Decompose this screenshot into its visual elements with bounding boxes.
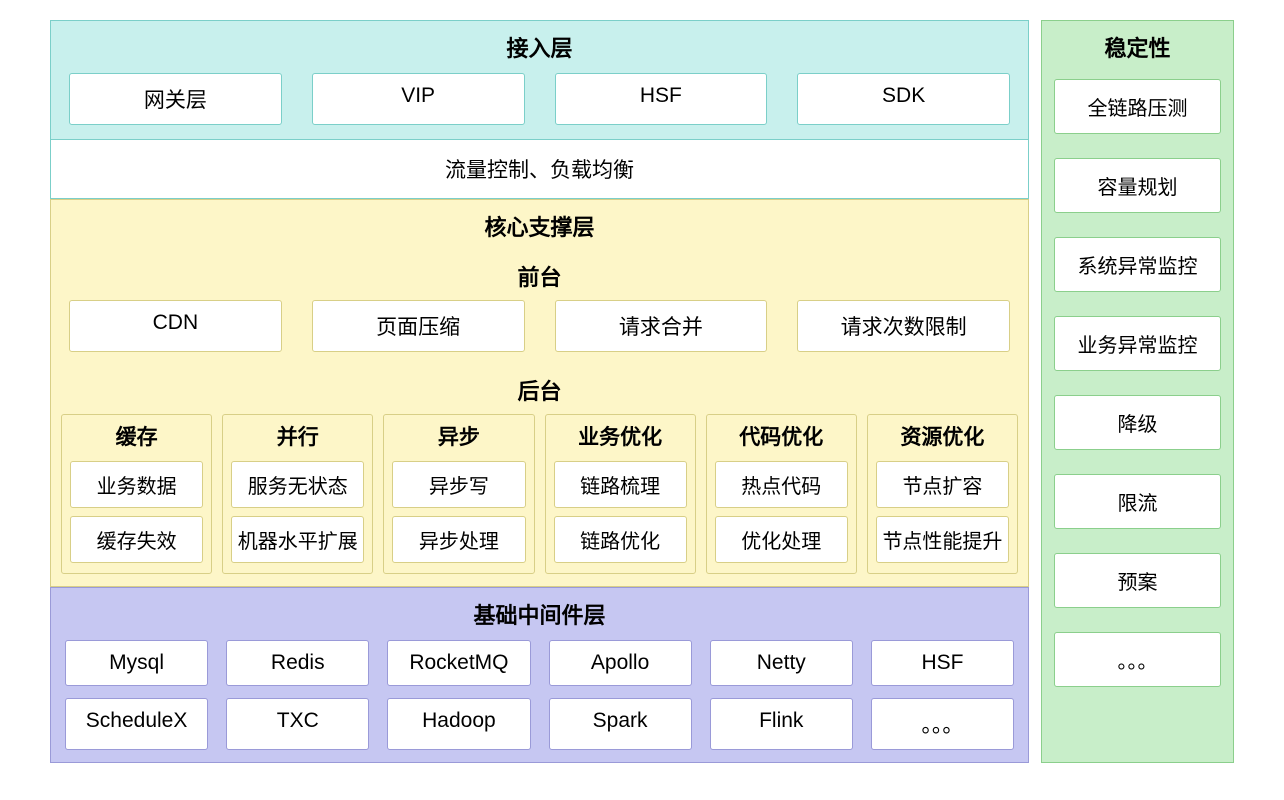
access-layer-title: 接入层 [51,21,1028,73]
core-layer: 核心支撑层 前台 CDN 页面压缩 请求合并 请求次数限制 后台 缓存 业务数据… [50,199,1029,587]
frontend-item: 请求合并 [555,300,768,352]
access-item: 网关层 [69,73,282,125]
middleware-item: 。。。 [871,698,1014,750]
stability-item: 容量规划 [1054,158,1221,213]
group-item: 优化处理 [715,516,848,563]
middleware-item: Hadoop [387,698,530,750]
stability-item: 限流 [1054,474,1221,529]
access-item: HSF [555,73,768,125]
group-item: 业务数据 [70,461,203,508]
group-item: 服务无状态 [231,461,364,508]
backend-group-biz-opt: 业务优化 链路梳理 链路优化 [545,414,696,574]
backend-title: 后台 [51,366,1028,414]
middleware-item: RocketMQ [387,640,530,686]
group-item: 链路梳理 [554,461,687,508]
stability-item: 预案 [1054,553,1221,608]
group-item: 机器水平扩展 [231,516,364,563]
group-item: 节点扩容 [876,461,1009,508]
stability-title: 稳定性 [1042,21,1233,79]
frontend-item: 请求次数限制 [797,300,1010,352]
middleware-item: Mysql [65,640,208,686]
backend-groups-row: 缓存 业务数据 缓存失效 并行 服务无状态 机器水平扩展 异步 异步写 异步处理… [51,414,1028,586]
access-items-row: 网关层 VIP HSF SDK [51,73,1028,139]
backend-group-code-opt: 代码优化 热点代码 优化处理 [706,414,857,574]
group-title: 业务优化 [554,419,687,453]
access-layer: 接入层 网关层 VIP HSF SDK 流量控制、负载均衡 [50,20,1029,199]
access-banner: 流量控制、负载均衡 [51,139,1028,198]
middleware-item: Redis [226,640,369,686]
group-title: 异步 [392,419,525,453]
stability-item: 。。。 [1054,632,1221,687]
core-layer-title: 核心支撑层 [51,200,1028,252]
middleware-item: Netty [710,640,853,686]
group-title: 资源优化 [876,419,1009,453]
stability-item: 全链路压测 [1054,79,1221,134]
middleware-item: HSF [871,640,1014,686]
stability-item: 系统异常监控 [1054,237,1221,292]
stability-items: 全链路压测 容量规划 系统异常监控 业务异常监控 降级 限流 预案 。。。 [1042,79,1233,701]
middleware-row-1: Mysql Redis RocketMQ Apollo Netty HSF [51,640,1028,698]
backend-group-cache: 缓存 业务数据 缓存失效 [61,414,212,574]
group-title: 并行 [231,419,364,453]
frontend-item: CDN [69,300,282,352]
group-item: 缓存失效 [70,516,203,563]
group-item: 链路优化 [554,516,687,563]
group-item: 节点性能提升 [876,516,1009,563]
backend-group-parallel: 并行 服务无状态 机器水平扩展 [222,414,373,574]
group-item: 异步写 [392,461,525,508]
group-title: 缓存 [70,419,203,453]
middleware-layer: 基础中间件层 Mysql Redis RocketMQ Apollo Netty… [50,587,1029,763]
middleware-item: Apollo [549,640,692,686]
right-column: 稳定性 全链路压测 容量规划 系统异常监控 业务异常监控 降级 限流 预案 。。… [1041,20,1234,763]
stability-item: 业务异常监控 [1054,316,1221,371]
frontend-items-row: CDN 页面压缩 请求合并 请求次数限制 [51,300,1028,366]
access-item: VIP [312,73,525,125]
backend-group-async: 异步 异步写 异步处理 [383,414,534,574]
group-title: 代码优化 [715,419,848,453]
group-item: 异步处理 [392,516,525,563]
backend-group-res-opt: 资源优化 节点扩容 节点性能提升 [867,414,1018,574]
frontend-title: 前台 [51,252,1028,300]
frontend-item: 页面压缩 [312,300,525,352]
middleware-item: TXC [226,698,369,750]
architecture-diagram: 接入层 网关层 VIP HSF SDK 流量控制、负载均衡 核心支撑层 前台 C… [50,20,1234,763]
left-column: 接入层 网关层 VIP HSF SDK 流量控制、负载均衡 核心支撑层 前台 C… [50,20,1029,763]
middleware-item: Flink [710,698,853,750]
stability-item: 降级 [1054,395,1221,450]
group-item: 热点代码 [715,461,848,508]
stability-panel: 稳定性 全链路压测 容量规划 系统异常监控 业务异常监控 降级 限流 预案 。。… [1041,20,1234,763]
middleware-item: ScheduleX [65,698,208,750]
access-item: SDK [797,73,1010,125]
middleware-title: 基础中间件层 [51,588,1028,640]
middleware-row-2: ScheduleX TXC Hadoop Spark Flink 。。。 [51,698,1028,762]
middleware-item: Spark [549,698,692,750]
